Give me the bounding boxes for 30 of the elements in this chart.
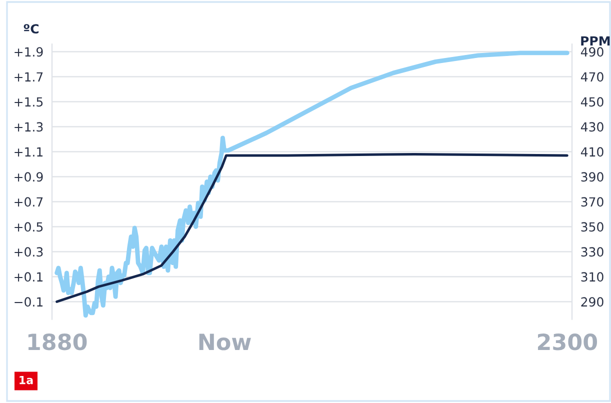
y-tick-label: −0.1 — [14, 297, 43, 307]
y-tick-label: +1.3 — [14, 122, 43, 132]
y2-tick-label: 330 — [581, 247, 604, 257]
y-tick-label: +1.7 — [14, 72, 43, 82]
x-tick-label: Now — [199, 334, 251, 350]
y2-tick-label: 470 — [580, 72, 604, 82]
y2-tick-label: 410 — [580, 147, 604, 157]
y-tick-label: +0.9 — [14, 172, 43, 182]
y-tick-label: +0.3 — [14, 247, 43, 257]
x-tick-label: 1880 — [28, 333, 87, 350]
y-axis-title: ºC — [24, 24, 39, 34]
line-series — [54, 50, 570, 318]
y-tick-label: +0.1 — [14, 272, 43, 282]
y2-tick-label: 430 — [580, 122, 604, 132]
y2-tick-label: 490 — [580, 47, 604, 57]
y-tick-label: +0.5 — [14, 222, 43, 232]
y-tick-label: +1.1 — [14, 147, 43, 156]
y2-tick-label: 290 — [581, 297, 604, 307]
y2-tick-label: 370 — [581, 197, 604, 207]
y-tick-label: +1.5 — [14, 97, 43, 107]
y2-axis-title: PPM — [581, 36, 610, 46]
y2-tick-label: 350 — [581, 222, 604, 232]
y2-tick-label: 310 — [581, 272, 604, 282]
y2-tick-label: 390 — [581, 172, 604, 182]
y-tick-label: +1.9 — [14, 47, 43, 57]
y2-tick-label: 450 — [580, 97, 604, 107]
text: 1a — [20, 376, 33, 384]
line-series — [56, 152, 568, 303]
y-tick-label: +0.7 — [14, 197, 43, 207]
x-tick-label: 2300 — [538, 333, 598, 350]
